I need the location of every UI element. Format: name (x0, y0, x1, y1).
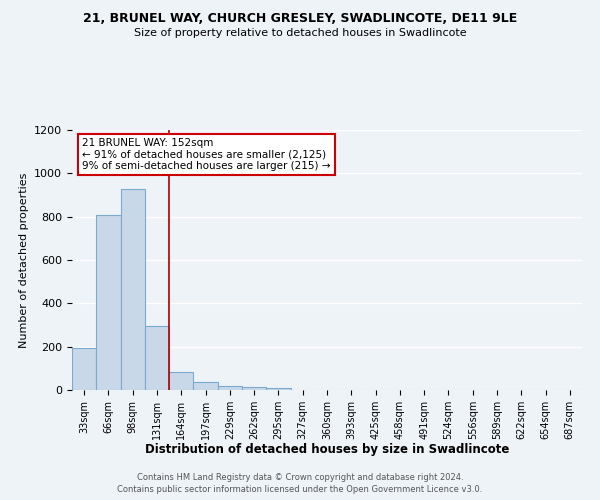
Bar (145, 326, 169, 390)
Text: Contains HM Land Registry data © Crown copyright and database right 2024.: Contains HM Land Registry data © Crown c… (137, 472, 463, 482)
Bar (218, 386, 242, 390)
Bar (242, 388, 266, 390)
Bar (96, 214, 121, 390)
Y-axis label: Number of detached properties: Number of detached properties (19, 172, 29, 348)
Bar (266, 388, 290, 390)
Bar (169, 372, 193, 390)
Bar (72, 348, 96, 390)
Bar (121, 188, 145, 390)
Text: Size of property relative to detached houses in Swadlincote: Size of property relative to detached ho… (134, 28, 466, 38)
Text: Contains public sector information licensed under the Open Government Licence v3: Contains public sector information licen… (118, 485, 482, 494)
Text: 21 BRUNEL WAY: 152sqm
← 91% of detached houses are smaller (2,125)
9% of semi-de: 21 BRUNEL WAY: 152sqm ← 91% of detached … (82, 138, 331, 171)
Text: Distribution of detached houses by size in Swadlincote: Distribution of detached houses by size … (145, 442, 509, 456)
Text: 21, BRUNEL WAY, CHURCH GRESLEY, SWADLINCOTE, DE11 9LE: 21, BRUNEL WAY, CHURCH GRESLEY, SWADLINC… (83, 12, 517, 26)
Bar (193, 382, 218, 390)
